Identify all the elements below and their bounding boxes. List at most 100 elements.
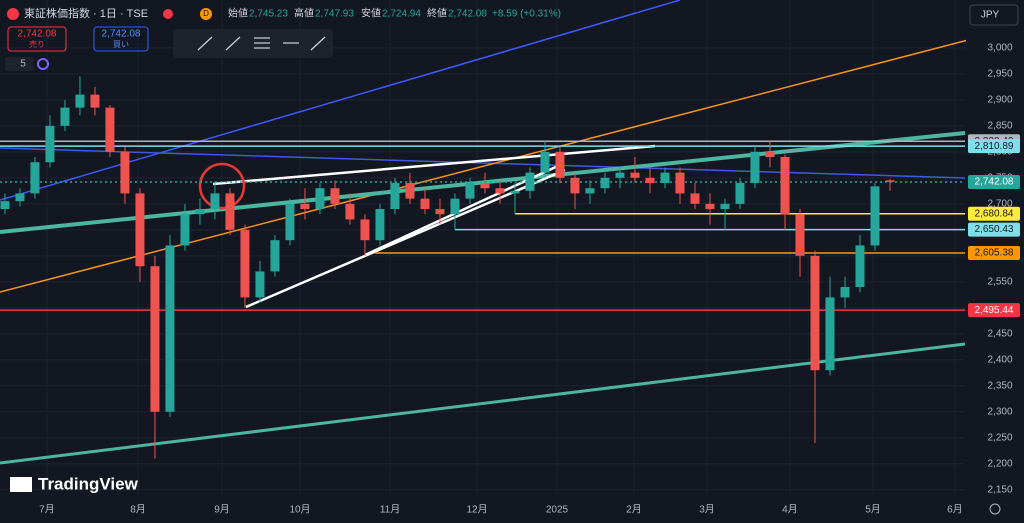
close-value: 2,742.08 [448,9,487,20]
candle-body [495,188,505,194]
x-tick-label: 8月 [130,504,146,516]
price-label: 2,650.43 [975,224,1014,235]
candle-body [150,266,160,412]
toolbar-icons[interactable] [197,36,326,51]
buy-price[interactable]: 2,742.08 [102,29,141,40]
candle-body [630,172,640,178]
symbol: 東証株価指数 · 1日 · TSE [24,6,148,20]
price-label-box [968,303,1020,318]
price-label: 2,742.08 [975,177,1014,188]
indicator-toggle[interactable] [5,57,33,71]
candle-body [360,219,370,241]
candle-body [855,245,865,288]
candle-body [615,172,625,178]
candle-body [60,107,70,126]
candle-body [750,151,760,184]
price-label: 2,605.38 [975,248,1014,259]
settings-icon[interactable] [989,503,1001,515]
sell-price[interactable]: 2,742.08 [18,29,57,40]
close-label: 終値 [427,7,447,20]
candle-body [585,188,595,194]
price-label: 2,680.84 [975,208,1014,219]
y-tick-label: 2,550 [987,276,1012,287]
candle-body [180,214,190,246]
indicator-value[interactable]: 5 [20,59,26,70]
candle-body [540,151,550,173]
candle-body [120,151,130,194]
high-label: 高値 [294,7,314,20]
sell-label[interactable]: 売り [29,39,45,49]
candle-body [255,271,265,298]
open-label: 始値 [228,7,248,20]
candle-body [285,203,295,241]
candle-body [165,245,175,412]
candle-body [225,193,235,230]
price-label-box [968,174,1020,189]
candle-body [675,172,685,194]
badge [200,8,212,20]
symbol-icon [7,8,19,20]
price-label-box [968,206,1020,221]
candle-body [570,177,580,194]
candle-body [600,177,610,189]
buy-button[interactable] [93,26,149,52]
candle-body [885,180,895,182]
candle-body [435,209,445,215]
candle-body [795,214,805,256]
y-tick-label: 2,900 [987,94,1012,105]
x-tick-label: 2025 [546,505,569,516]
candle-body [870,186,880,246]
candle-body [315,188,325,210]
candle-body [525,172,535,191]
drawing-toolbar [173,29,333,58]
x-tick-label: 4月 [782,504,798,516]
y-tick-label: 2,850 [987,120,1012,131]
candle-body [210,193,220,210]
price-label-box [968,139,1020,154]
badge-text: D [203,9,209,18]
candle-body [480,183,490,189]
x-tick-label: 9月 [214,504,230,516]
candle-body [15,193,25,202]
x-tick-label: 5月 [865,504,881,516]
candle-body [420,198,430,210]
candle-body [0,201,10,210]
y-tick-label: 2,950 [987,68,1012,79]
candle-body [345,203,355,220]
candle-body [465,183,475,199]
candle-body [330,188,340,204]
candle-body [735,183,745,204]
y-tick-label: 2,150 [987,484,1012,495]
y-tick-label: 2,450 [987,328,1012,339]
low-label: 安値 [361,7,381,20]
currency-button[interactable] [969,4,1019,26]
x-tick-label: 2月 [626,504,642,516]
buy-label[interactable]: 買い [113,40,129,49]
candle-body [75,94,85,108]
price-axis [966,0,1024,523]
candle-body [555,151,565,178]
candle-body [375,209,385,241]
sell-button[interactable] [7,26,67,52]
y-tick-label: 2,300 [987,406,1012,417]
x-tick-label: 10月 [289,504,310,516]
y-tick-label: 2,200 [987,458,1012,469]
candle-body [270,240,280,272]
price-label: 2,495.44 [975,305,1014,316]
candle-body [825,297,835,371]
brand: TradingView [38,474,139,493]
x-tick-label: 3月 [699,504,715,516]
trend-line [0,131,966,234]
candle-body [195,209,205,215]
candle-body [240,229,250,298]
candle-body [450,198,460,215]
currency[interactable]: JPY [981,10,1000,21]
trend-line [0,0,681,201]
change: +8.59 (+0.31%) [492,9,561,20]
price-label-box [968,246,1020,261]
highlight-circle [198,162,246,210]
status-dot [163,9,173,19]
indicator-icon[interactable] [37,58,49,70]
candle-body [30,162,40,194]
